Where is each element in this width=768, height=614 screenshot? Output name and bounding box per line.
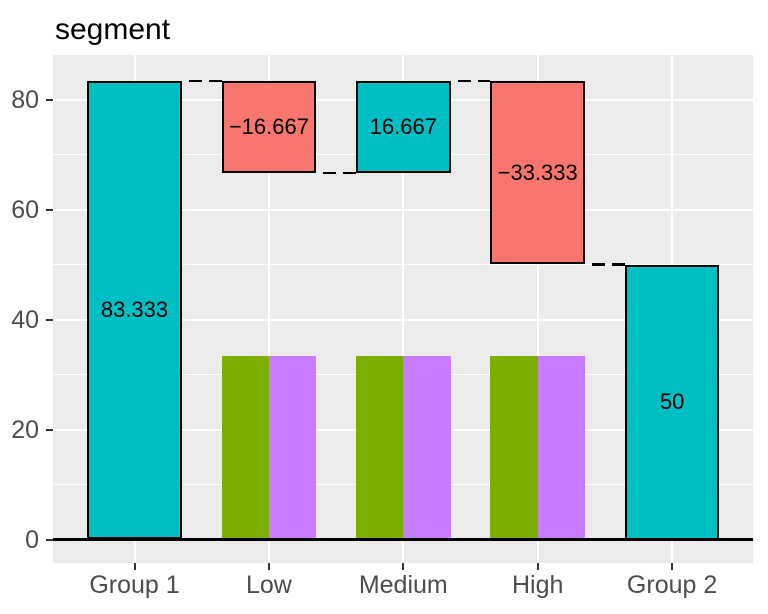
sub-bar-green <box>221 356 269 540</box>
y-axis-tick <box>46 318 53 321</box>
chart-title: segment <box>55 13 171 46</box>
category-gridline <box>267 55 270 563</box>
y-axis-tick-label: 80 <box>11 85 39 114</box>
y-axis-tick <box>46 538 53 541</box>
waterfall-connector <box>450 79 491 83</box>
zero-baseline <box>53 538 753 541</box>
x-axis-tick <box>267 563 270 570</box>
x-axis-tick <box>133 563 136 570</box>
y-axis-tick-label: 60 <box>11 195 39 224</box>
y-axis-tick-label: 20 <box>11 415 39 444</box>
category-gridline <box>402 55 405 563</box>
category-gridline <box>536 55 539 563</box>
waterfall-bar-group-1 <box>87 81 182 540</box>
waterfall-bar-high <box>490 81 585 265</box>
sub-bar-green <box>356 356 404 540</box>
y-axis-tick-label: 0 <box>25 525 39 554</box>
x-axis-tick <box>402 563 405 570</box>
x-axis-tick-label: Group 2 <box>626 571 718 599</box>
sub-bar-purple <box>537 356 585 540</box>
x-axis-tick-label: Low <box>245 571 292 599</box>
bar-label: 16.667 <box>369 114 437 139</box>
y-axis-tick <box>46 98 53 101</box>
sub-bar-purple <box>268 356 317 540</box>
sub-bar-green <box>490 356 538 540</box>
waterfall-bar-group-2 <box>624 264 720 540</box>
bar-label: 50 <box>659 389 685 414</box>
waterfall-bar-medium <box>356 81 451 173</box>
bar-label: 83.333 <box>100 297 169 323</box>
bar-label: −16.667 <box>228 114 309 139</box>
waterfall-bar-low <box>221 81 317 173</box>
x-axis-tick-label: High <box>511 571 564 599</box>
x-axis-tick-label: Group 1 <box>89 571 180 599</box>
y-axis-tick <box>46 208 53 211</box>
waterfall-connector <box>584 263 625 266</box>
waterfall-connector <box>181 79 222 83</box>
plot-panel: 83.333 −16.667 16.667 −33.333 50 <box>53 55 753 563</box>
y-axis-tick <box>46 428 53 431</box>
x-axis-tick <box>671 563 674 570</box>
sub-bar-purple <box>403 356 451 540</box>
x-axis-tick <box>536 563 539 570</box>
x-axis-tick-label: Medium <box>358 571 448 599</box>
bar-label: −33.333 <box>497 159 578 185</box>
y-axis-tick-label: 40 <box>11 305 39 334</box>
waterfall-connector <box>316 171 357 175</box>
